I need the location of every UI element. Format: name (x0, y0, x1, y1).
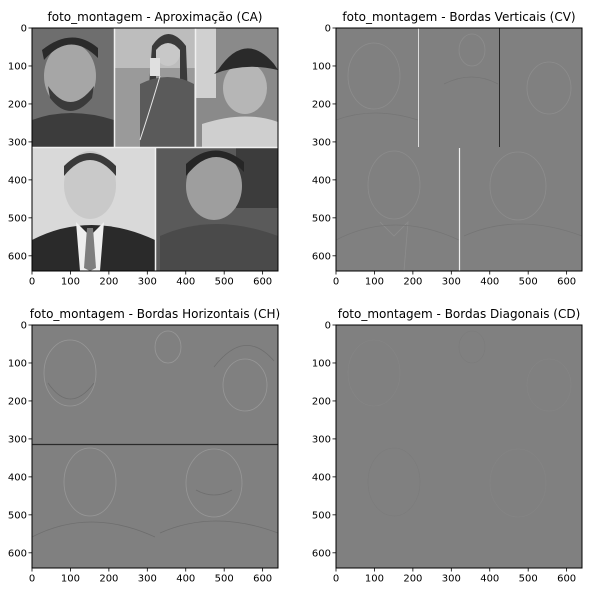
photo-shirt-5 (160, 224, 278, 271)
x-tick-label-ch: 200 (99, 574, 118, 585)
y-tick-label-ch: 0 (21, 321, 27, 332)
x-tick-label-cv: 200 (403, 277, 422, 288)
photo-bg-5 (236, 148, 278, 208)
x-tick-label-ca: 100 (61, 277, 80, 288)
y-tick-label-ch: 200 (8, 396, 27, 407)
y-tick-label-cv: 300 (312, 137, 331, 148)
y-tick-label-ch: 400 (8, 472, 27, 483)
photo-tie-4 (84, 228, 96, 271)
x-tick-label-ca: 500 (215, 277, 234, 288)
photo-hat-3 (214, 48, 278, 74)
photo-hair-1 (42, 37, 98, 60)
image-cv (335, 28, 583, 272)
y-tick-label-cv: 100 (312, 61, 331, 72)
photo-shirt-1 (32, 113, 114, 147)
y-tick-label-cd: 300 (312, 434, 331, 445)
photo-face-1 (44, 43, 96, 109)
panel-title-cd: foto_montagem - Bordas Diagonais (CD) (338, 307, 581, 321)
photo-face-3 (223, 62, 267, 114)
axes-frame-cv (335, 27, 583, 272)
image-ch (31, 325, 279, 568)
x-tick-label-ch: 100 (61, 574, 80, 585)
y-tick-label-ch: 100 (8, 358, 27, 369)
y-tick-label-ch: 300 (8, 434, 27, 445)
photo-cable-2 (139, 75, 161, 141)
y-tick-label-cd: 400 (312, 472, 331, 483)
y-tick-label-ca: 200 (8, 99, 27, 110)
photo-phone-2 (150, 58, 160, 76)
image-ca (32, 28, 278, 271)
panel-title-ca: foto_montagem - Aproximação (CA) (48, 10, 263, 24)
x-tick-label-cv: 300 (442, 277, 461, 288)
panel-cv: foto_montagem - Bordas Verticais (CV) (335, 10, 583, 272)
x-tick-label-cd: 100 (365, 574, 384, 585)
axes-frame-cd (335, 324, 583, 569)
x-tick-label-ch: 400 (176, 574, 195, 585)
y-tick-label-cv: 200 (312, 99, 331, 110)
panel-title-ch: foto_montagem - Bordas Horizontais (CH) (30, 307, 280, 321)
axes-frame-ch (31, 324, 279, 569)
y-tick-label-ca: 500 (8, 213, 27, 224)
y-tick-label-cd: 200 (312, 396, 331, 407)
photo-beard-1 (48, 86, 94, 111)
panel-cd: foto_montagem - Bordas Diagonais (CD) (335, 307, 583, 569)
y-tick-label-cv: 0 (325, 24, 331, 35)
y-tick-label-ch: 500 (8, 510, 27, 521)
panel-ch: foto_montagem - Bordas Horizontais (CH) (30, 307, 280, 569)
photo-face-5 (186, 152, 242, 220)
x-tick-label-cd: 600 (557, 574, 576, 585)
y-tick-label-cd: 0 (325, 321, 331, 332)
y-tick-label-ca: 0 (21, 24, 27, 35)
x-tick-label-cd: 200 (403, 574, 422, 585)
x-tick-label-ca: 300 (138, 277, 157, 288)
x-tick-label-cv: 100 (365, 277, 384, 288)
photo-hair-5 (186, 150, 244, 176)
y-tick-label-cd: 100 (312, 358, 331, 369)
x-tick-label-cd: 400 (480, 574, 499, 585)
y-tick-label-cv: 600 (312, 251, 331, 262)
panel-title-cv: foto_montagem - Bordas Verticais (CV) (342, 10, 575, 24)
x-tick-label-ch: 600 (253, 574, 272, 585)
photo-shirt-3 (202, 116, 278, 147)
photo-face-4 (64, 151, 116, 219)
x-tick-label-cv: 0 (333, 277, 339, 288)
photo-bg-3 (196, 28, 216, 98)
y-tick-label-cv: 500 (312, 213, 331, 224)
y-tick-label-ca: 600 (8, 251, 27, 262)
y-tick-label-cd: 600 (312, 548, 331, 559)
y-tick-label-cv: 400 (312, 175, 331, 186)
image-cd (336, 325, 582, 568)
y-tick-label-ca: 100 (8, 61, 27, 72)
x-tick-label-cd: 0 (333, 574, 339, 585)
x-tick-label-ca: 400 (176, 277, 195, 288)
x-tick-label-ca: 200 (99, 277, 118, 288)
y-tick-label-ch: 600 (8, 548, 27, 559)
x-tick-label-cd: 300 (442, 574, 461, 585)
x-tick-label-ch: 300 (138, 574, 157, 585)
y-tick-label-cd: 500 (312, 510, 331, 521)
photo-hair-4 (64, 153, 116, 176)
photo-dividers (32, 28, 278, 271)
x-tick-label-ca: 0 (29, 277, 35, 288)
x-tick-label-ca: 600 (253, 277, 272, 288)
x-tick-label-ch: 500 (215, 574, 234, 585)
y-tick-label-ca: 300 (8, 137, 27, 148)
x-tick-label-cv: 500 (519, 277, 538, 288)
panel-ca: foto_montagem - Aproximação (CA) (31, 10, 279, 272)
y-tick-label-ca: 400 (8, 175, 27, 186)
photo-body-2 (140, 77, 194, 147)
x-tick-label-ch: 0 (29, 574, 35, 585)
axes-frame-ca (31, 27, 279, 272)
axis-ticks: 0 100 200 300 400 500 600 0 100 200 300 400 500 600 0 1… (8, 24, 576, 585)
x-tick-label-cv: 600 (557, 277, 576, 288)
x-tick-label-cd: 500 (519, 574, 538, 585)
x-tick-label-cv: 400 (480, 277, 499, 288)
